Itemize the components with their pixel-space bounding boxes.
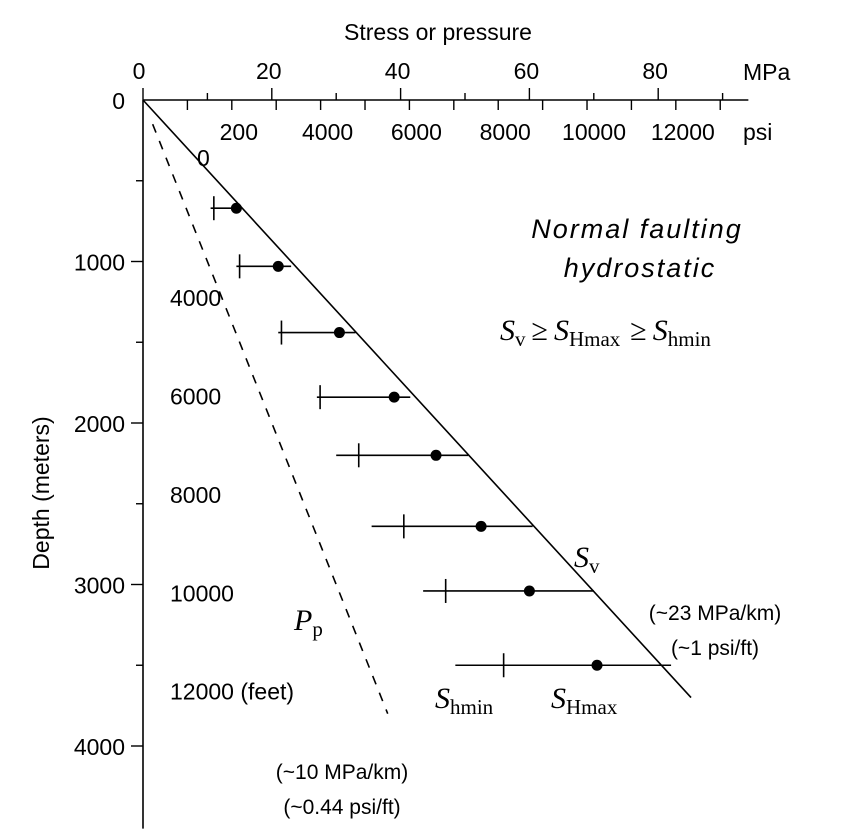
psi-tick-label: 10000 (562, 119, 626, 145)
x-axis-unit-mpa: MPa (743, 59, 791, 85)
shmax-dot (591, 659, 603, 671)
depth-ft-label: 4000 (170, 285, 221, 311)
depth-tick-label: 0 (112, 88, 125, 114)
shmax-dot (523, 585, 535, 597)
shmax-dot (333, 327, 345, 339)
sv-gradient-psi: (~1 psi/ft) (671, 637, 759, 660)
axis-ticks (131, 88, 724, 747)
shmax-dot (430, 449, 442, 461)
y-axis-label: Depth (meters) (28, 416, 54, 569)
depth-tick-label: 1000 (74, 250, 125, 276)
pp-gradient-line (151, 123, 389, 714)
shmax-label: SHmax (551, 682, 618, 719)
mpa-tick-label: 0 (133, 58, 146, 84)
depth-ft-label: 8000 (170, 482, 221, 508)
psi-tick-label: 6000 (391, 119, 442, 145)
mpa-tick-label: 40 (385, 58, 411, 84)
sv-gradient-line (142, 99, 692, 699)
mpa-tick-label: 20 (256, 58, 282, 84)
psi-tick-label: 12000 (651, 119, 715, 145)
axis-tick-labels: 0 20 40 60 80 200 4000 6000 8000 10000 12000 0 1000 2… (74, 58, 715, 760)
psi-tick-label: 200 (220, 119, 258, 145)
regime-sublabel: hydrostatic (564, 253, 717, 283)
gradient-lines (142, 99, 692, 714)
mpa-tick-label: 60 (514, 58, 540, 84)
chart-title: Stress or pressure (344, 19, 532, 45)
measurement-points (210, 196, 672, 678)
depth-tick-label: 2000 (74, 411, 125, 437)
pp-gradient-psi: (~0.44 psi/ft) (283, 796, 400, 819)
depth-tick-label: 4000 (74, 734, 125, 760)
depth-ft-label: 12000 (feet) (170, 679, 294, 705)
regime-label: Normal faulting (531, 214, 743, 244)
pp-gradient-mpa: (~10 MPa/km) (276, 761, 408, 784)
shmax-dot (475, 520, 487, 532)
shmax-dot (230, 202, 242, 214)
axes (142, 99, 749, 829)
shmin-label: Shmin (435, 682, 494, 719)
shmax-dot (272, 260, 284, 272)
depth-ft-label: 10000 (170, 580, 234, 606)
shmax-dot (388, 391, 400, 403)
pp-line-label: Pp (293, 604, 323, 641)
stress-relation: Sv ≥ SHmax ≥ Shmin (500, 314, 711, 351)
depth-ft-label: 6000 (170, 383, 221, 409)
depth-ft-label: 0 (197, 145, 210, 171)
psi-tick-label: 4000 (302, 119, 353, 145)
sv-gradient-mpa: (~23 MPa/km) (649, 602, 781, 625)
depth-tick-label: 3000 (74, 573, 125, 599)
psi-tick-label: 8000 (480, 119, 531, 145)
x-axis-unit-psi: psi (743, 119, 772, 145)
sv-line-label: Sv (574, 541, 600, 578)
mpa-tick-label: 80 (642, 58, 668, 84)
